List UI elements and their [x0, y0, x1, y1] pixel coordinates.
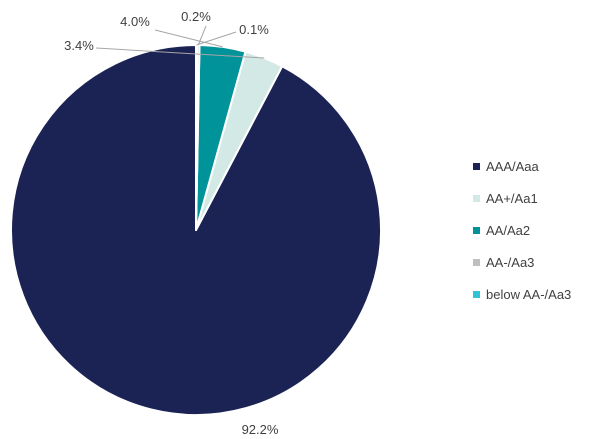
legend-label-below-aa-minus: below AA-/Aa3	[486, 286, 572, 302]
slice-label-aa-minus: 0.2%	[181, 9, 211, 24]
pie-slices	[10, 43, 382, 416]
leader-line-below-aa-minus	[196, 31, 237, 46]
leader-line-aa-plus	[95, 47, 265, 59]
legend-item-aa-minus: AA-/Aa3	[473, 254, 571, 270]
legend-item-aaa: AAA/Aaa	[473, 158, 571, 174]
legend-label-aaa: AAA/Aaa	[486, 158, 539, 174]
legend-label-aa-minus: AA-/Aa3	[486, 254, 535, 270]
pie-slice-aaa	[10, 44, 382, 416]
legend-swatch-aaa	[473, 162, 480, 170]
legend-swatch-below-aa-minus	[473, 290, 480, 298]
legend-item-below-aa-minus: below AA-/Aa3	[473, 286, 571, 302]
leader-line-aa-minus	[197, 25, 207, 46]
legend-item-aa-plus: AA+/Aa1	[473, 190, 571, 206]
pie-slice-below-aa-minus	[195, 43, 199, 231]
legend-swatch-aa-plus	[473, 194, 480, 202]
slice-label-aa: 4.0%	[120, 14, 150, 29]
legend-label-aa-plus: AA+/Aa1	[486, 190, 538, 206]
legend-swatch-aa-minus	[473, 258, 480, 266]
legend-swatch-aa	[473, 226, 480, 234]
leader-lines	[95, 25, 265, 59]
slice-label-aa-plus: 3.4%	[64, 38, 94, 53]
slice-labels: 92.2% 3.4% 4.0% 0.2% 0.1%	[64, 9, 279, 437]
leader-line-aa	[154, 29, 223, 48]
legend: AAA/Aaa AA+/Aa1 AA/Aa2 AA-/Aa3 below AA-…	[473, 158, 571, 318]
slice-label-below-aa-minus: 0.1%	[239, 22, 269, 37]
slice-label-aaa: 92.2%	[242, 422, 279, 437]
legend-label-aa: AA/Aa2	[486, 222, 531, 238]
legend-item-aa: AA/Aa2	[473, 222, 571, 238]
